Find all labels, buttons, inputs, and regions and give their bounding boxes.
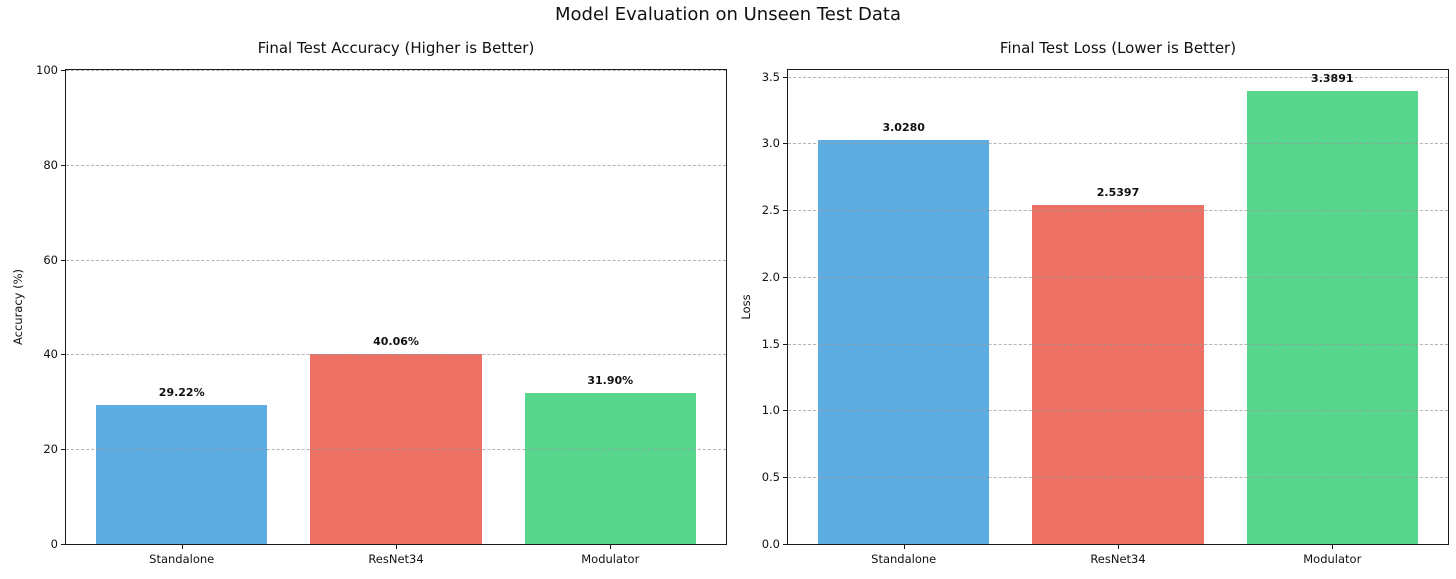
bar-standalone — [818, 139, 990, 544]
x-tick-label: Standalone — [871, 552, 937, 566]
y-tick-label: 3.0 — [761, 136, 780, 151]
loss-plot-area: 0.0 0.5 1.0 1.5 2.0 2.5 3.0 3.5 3.0280 Standalone… — [762, 69, 1449, 566]
bar-value-label: 2.5397 — [1096, 185, 1140, 199]
gridline — [788, 276, 1448, 278]
y-tick-mark — [783, 210, 788, 212]
gridline — [66, 70, 726, 71]
y-tick-mark — [783, 544, 788, 545]
y-tick-label: 80 — [43, 157, 58, 172]
bar-value-label: 3.3891 — [1311, 72, 1354, 86]
y-tick-label: 3.5 — [761, 69, 780, 84]
bar-modulator — [524, 392, 696, 544]
y-tick-mark — [783, 343, 788, 345]
loss-y-axis-label: Loss — [739, 294, 753, 320]
x-tick-mark — [181, 544, 183, 549]
gridline — [66, 354, 726, 356]
gridline — [66, 259, 726, 261]
x-tick-label: ResNet34 — [1090, 552, 1146, 566]
x-tick-mark — [903, 544, 905, 549]
y-tick-label: 100 — [36, 63, 58, 77]
gridline — [788, 210, 1448, 212]
y-tick-label: 0.0 — [761, 537, 780, 551]
y-tick-label: 1.5 — [761, 336, 780, 351]
y-tick-label: 0 — [50, 537, 58, 551]
y-tick-mark — [783, 410, 788, 412]
gridline — [788, 143, 1448, 145]
y-tick-label: 2.0 — [761, 269, 780, 284]
x-tick-mark — [396, 544, 397, 549]
y-tick-mark — [783, 143, 788, 145]
y-tick-mark — [61, 449, 66, 451]
y-tick-mark — [61, 164, 66, 166]
accuracy-y-axis-label: Accuracy (%) — [11, 268, 25, 346]
gridline — [788, 343, 1448, 345]
y-tick-label: 0.5 — [761, 470, 780, 485]
y-tick-label: 1.0 — [761, 403, 780, 418]
x-tick-label: Modulator — [1303, 552, 1362, 566]
bar-value-label: 3.0280 — [882, 120, 925, 134]
bar-value-label: 31.90% — [587, 373, 634, 387]
gridline — [788, 410, 1448, 412]
y-tick-label: 40 — [43, 347, 58, 362]
bar-modulator — [1246, 91, 1418, 544]
x-tick-label: Modulator — [581, 552, 640, 566]
y-tick-label: 20 — [43, 442, 58, 457]
y-tick-label: 60 — [43, 252, 58, 267]
y-tick-mark — [783, 276, 788, 278]
gridline — [66, 164, 726, 166]
bar-resnet34 — [1032, 204, 1204, 544]
bar-value-label: 40.06% — [373, 335, 419, 349]
x-tick-mark — [610, 544, 612, 549]
gridline — [788, 477, 1448, 479]
y-tick-mark — [61, 354, 66, 356]
accuracy-plot-area: 0 20 40 60 80 100 29.22% Standalone 40.06% ResNet… — [36, 63, 727, 566]
figure-title: Model Evaluation on Unseen Test Data — [555, 4, 901, 25]
x-tick-mark — [1332, 544, 1334, 549]
y-tick-mark — [783, 76, 788, 78]
x-tick-label: Standalone — [149, 552, 215, 566]
loss-chart-title: Final Test Loss (Lower is Better) — [999, 39, 1237, 57]
y-tick-mark — [783, 477, 788, 479]
x-tick-label: ResNet34 — [368, 552, 424, 566]
x-tick-mark — [1118, 544, 1119, 549]
gridline — [788, 76, 1448, 78]
y-tick-mark — [61, 259, 66, 261]
y-tick-mark — [61, 70, 66, 71]
y-tick-mark — [61, 544, 66, 545]
bar-value-label: 29.22% — [158, 386, 205, 400]
accuracy-chart-title: Final Test Accuracy (Higher is Better) — [257, 39, 535, 57]
bar-resnet34 — [310, 354, 482, 544]
bar-standalone — [96, 405, 268, 544]
y-tick-label: 2.5 — [761, 203, 780, 218]
gridline — [66, 449, 726, 451]
